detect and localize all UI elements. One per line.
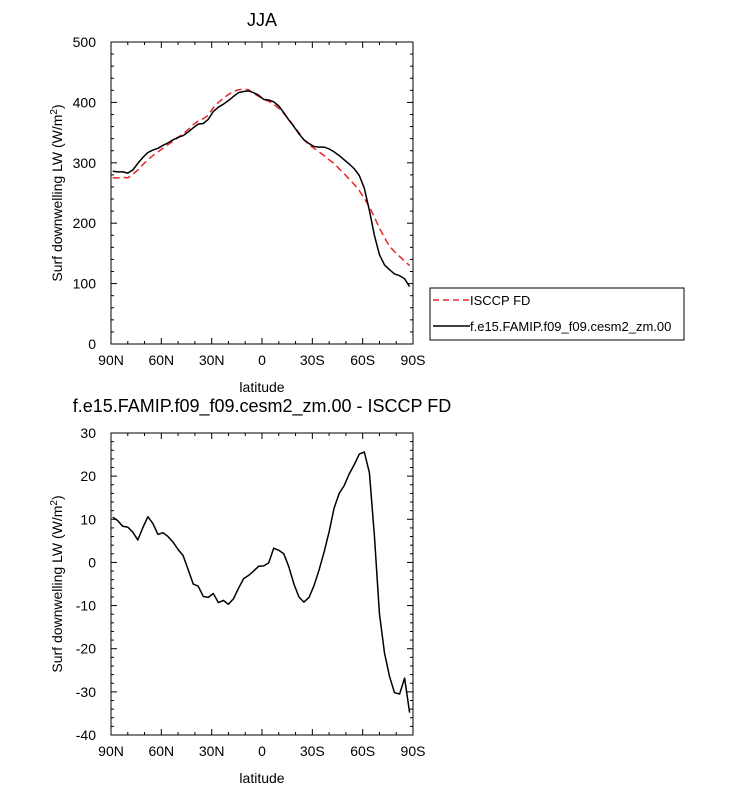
- legend-label-isccp: ISCCP FD: [470, 293, 530, 308]
- y-axis-label: Surf downwelling LW (W/m2): [49, 495, 65, 672]
- x-tick-label: 60S: [350, 352, 375, 368]
- x-tick-label: 0: [258, 743, 266, 759]
- x-axis-label: latitude: [239, 379, 284, 395]
- y-tick-label: 500: [73, 34, 97, 50]
- x-tick-label: 90S: [401, 352, 426, 368]
- x-axis-label: latitude: [239, 770, 284, 786]
- axis-ticks: 90N 60N 30N 0 30S 60S 90S 30 20 10 0 -10 -20 -30 -40: [76, 425, 426, 759]
- x-tick-label: 60S: [350, 743, 375, 759]
- x-tick-label: 30N: [199, 743, 225, 759]
- plot-frame: [110, 432, 414, 736]
- chart-panel-difference: f.e15.FAMIP.f09_f09.cesm2_zm.00 - ISCCP …: [49, 396, 451, 786]
- y-tick-label: 100: [73, 276, 97, 292]
- plot-frame: [110, 41, 414, 345]
- x-tick-label: 60N: [148, 743, 174, 759]
- x-tick-label: 60N: [148, 352, 174, 368]
- y-tick-label: -20: [76, 641, 96, 657]
- chart-panel-climatology: JJA 90N 60N 30N 0 30S 60S 90S0100200300400500 …: [49, 10, 685, 395]
- legend: ISCCP FD f.e15.FAMIP.f09_f09.cesm2_zm.00: [429, 287, 685, 341]
- series-group: [112, 88, 411, 288]
- y-tick-label: 10: [80, 511, 96, 527]
- x-tick-label: 90N: [98, 352, 124, 368]
- y-tick-label: 400: [73, 94, 97, 110]
- series-group: [112, 451, 411, 713]
- legend-label-cesm2: f.e15.FAMIP.f09_f09.cesm2_zm.00: [470, 319, 671, 334]
- x-tick-label: 30S: [300, 352, 325, 368]
- series-line-cesm2: [112, 90, 411, 288]
- x-tick-label: 30S: [300, 743, 325, 759]
- y-tick-label: 0: [88, 336, 96, 352]
- y-tick-label: 200: [73, 215, 97, 231]
- y-axis-label: Surf downwelling LW (W/m2): [49, 104, 65, 281]
- legend-box: [429, 287, 685, 341]
- x-tick-label: 30N: [199, 352, 225, 368]
- y-tick-label: 20: [80, 468, 96, 484]
- x-tick-label: 90N: [98, 743, 124, 759]
- x-tick-label: 90S: [401, 743, 426, 759]
- x-tick-label: 0: [258, 352, 266, 368]
- y-tick-label: -10: [76, 598, 96, 614]
- y-tick-label: 0: [88, 554, 96, 570]
- y-tick-label: -40: [76, 727, 96, 743]
- y-tick-label: -30: [76, 684, 96, 700]
- series-line-isccp: [112, 88, 411, 267]
- chart-title: JJA: [247, 10, 277, 30]
- series-line-difference: [112, 451, 411, 713]
- y-tick-label: 30: [80, 425, 96, 441]
- axis-ticks: 90N 60N 30N 0 30S 60S 90S 0 100 200 300 400 500: [73, 34, 426, 368]
- chart-title: f.e15.FAMIP.f09_f09.cesm2_zm.00 - ISCCP …: [73, 396, 452, 417]
- y-tick-label: 300: [73, 155, 97, 171]
